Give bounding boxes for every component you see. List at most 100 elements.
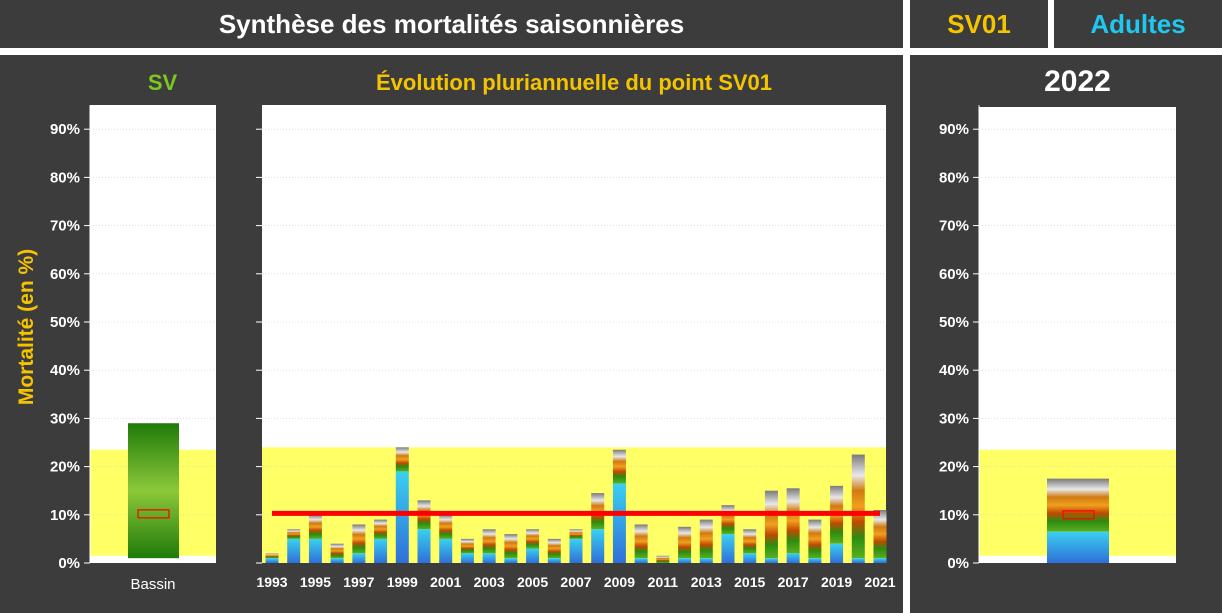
history-bar-blue-2013 (699, 558, 713, 563)
current-chart-title: 2022 (1044, 65, 1111, 98)
current-bar-2022 (1047, 478, 1109, 532)
history-bar-blue-1993 (265, 558, 279, 563)
history-bar-blue-2015 (743, 553, 757, 563)
basin-y-tick-label: 50% (50, 314, 80, 331)
history-bar-2017 (786, 488, 800, 554)
history-bar-blue-2012 (678, 558, 692, 563)
station-label: SV01 (947, 8, 1011, 39)
basin-y-tick-label: 30% (50, 410, 80, 427)
history-bar-blue-2004 (504, 558, 518, 563)
history-bar-2012 (678, 526, 692, 559)
x-tick-label-2015: 2015 (734, 574, 765, 590)
basin-y-tick-label: 20% (50, 459, 80, 476)
basin-y-tick-label: 80% (50, 169, 80, 186)
current-y-tick-label: 80% (939, 169, 969, 186)
history-bar-blue-2014 (721, 534, 735, 563)
history-bar-2010 (634, 524, 648, 559)
history-bar-blue-1998 (374, 538, 388, 563)
x-tick-label-2011: 2011 (648, 574, 679, 590)
history-bar-blue-1994 (287, 538, 301, 563)
current-median-marker (1062, 510, 1095, 520)
page-title: Synthèse des mortalités saisonnières (218, 8, 685, 39)
basin-y-tick-label: 90% (50, 121, 80, 138)
history-bar-2007 (569, 529, 583, 539)
x-tick-label-1993: 1993 (256, 574, 287, 590)
history-bar-2021 (873, 509, 887, 559)
history-bar-2013 (699, 519, 713, 559)
history-bar-1994 (287, 529, 301, 539)
header-category-bar: Adultes (1054, 0, 1222, 48)
current-bar-blue-2022 (1047, 531, 1109, 563)
history-bar-blue-2005 (526, 548, 540, 563)
x-tick-label-1999: 1999 (387, 574, 418, 590)
history-bar-2015 (743, 529, 757, 554)
history-bar-blue-2016 (764, 558, 778, 563)
history-bar-blue-2010 (634, 558, 648, 563)
x-tick-label-bassin: Bassin (130, 576, 175, 593)
x-tick-label-2009: 2009 (604, 574, 635, 590)
history-bar-2004 (504, 534, 518, 559)
header-title-bar: Synthèse des mortalités saisonnières (0, 0, 903, 48)
x-tick-label-2005: 2005 (517, 574, 548, 590)
history-bar-1995 (308, 514, 322, 539)
history-bar-2011 (656, 555, 670, 563)
x-tick-label-1995: 1995 (300, 574, 331, 590)
history-chart-title: Évolution pluriannuelle du point SV01 (375, 70, 773, 95)
header-station-bar: SV01 (910, 0, 1048, 48)
history-bar-blue-2009 (612, 483, 626, 563)
history-bar-2018 (808, 519, 822, 559)
basin-chart-title: SV (147, 70, 178, 95)
history-bar-blue-2018 (808, 558, 822, 563)
history-bar-blue-2020 (851, 558, 865, 563)
history-bar-2003 (482, 529, 496, 554)
history-bar-blue-1995 (308, 538, 322, 563)
x-tick-label-2003: 2003 (474, 574, 505, 590)
current-y-tick-label: 20% (939, 459, 969, 476)
history-bar-1998 (374, 519, 388, 539)
history-bar-2006 (547, 538, 561, 559)
history-bar-blue-2017 (786, 553, 800, 563)
x-tick-label-1997: 1997 (343, 574, 374, 590)
history-bar-blue-2003 (482, 553, 496, 563)
x-tick-label-2001: 2001 (430, 574, 461, 590)
current-y-tick-label: 70% (939, 218, 969, 235)
history-bar-blue-2000 (417, 529, 431, 563)
basin-y-tick-label: 10% (50, 507, 80, 524)
current-y-tick-label: 60% (939, 266, 969, 283)
current-y-tick-label: 40% (939, 362, 969, 379)
x-tick-label-2019: 2019 (821, 574, 852, 590)
history-bar-1999 (395, 447, 409, 472)
history-bar-2002 (460, 538, 474, 554)
basin-y-tick-label: 60% (50, 266, 80, 283)
basin-y-tick-label: 0% (58, 555, 80, 572)
history-bar-blue-2006 (547, 558, 561, 563)
history-bar-blue-1996 (330, 558, 344, 563)
history-bar-1996 (330, 543, 344, 559)
x-tick-label-2007: 2007 (560, 574, 591, 590)
history-bar-blue-2021 (873, 558, 887, 563)
history-bar-1993 (265, 553, 279, 559)
history-bar-blue-2007 (569, 538, 583, 563)
history-bar-blue-2008 (591, 529, 605, 563)
x-tick-label-2017: 2017 (778, 574, 809, 590)
current-y-tick-label: 50% (939, 314, 969, 331)
basin-median-marker (137, 509, 170, 519)
history-bar-blue-2002 (460, 553, 474, 563)
history-bar-2014 (721, 505, 735, 535)
current-y-tick-label: 90% (939, 121, 969, 138)
history-bar-2016 (764, 490, 778, 559)
x-tick-label-2021: 2021 (864, 574, 895, 590)
history-bar-2005 (526, 529, 540, 549)
x-tick-label-2013: 2013 (691, 574, 722, 590)
history-bar-blue-2001 (439, 538, 453, 563)
current-y-tick-label: 0% (947, 555, 969, 572)
history-bar-blue-1997 (352, 553, 366, 563)
history-bar-2009 (612, 449, 626, 484)
basin-y-tick-label: 70% (50, 218, 80, 235)
bar-bassin (128, 423, 179, 559)
category-label: Adultes (1090, 8, 1186, 39)
history-bar-blue-1999 (395, 471, 409, 563)
history-bar-blue-2019 (830, 543, 844, 563)
history-bar-1997 (352, 524, 366, 554)
